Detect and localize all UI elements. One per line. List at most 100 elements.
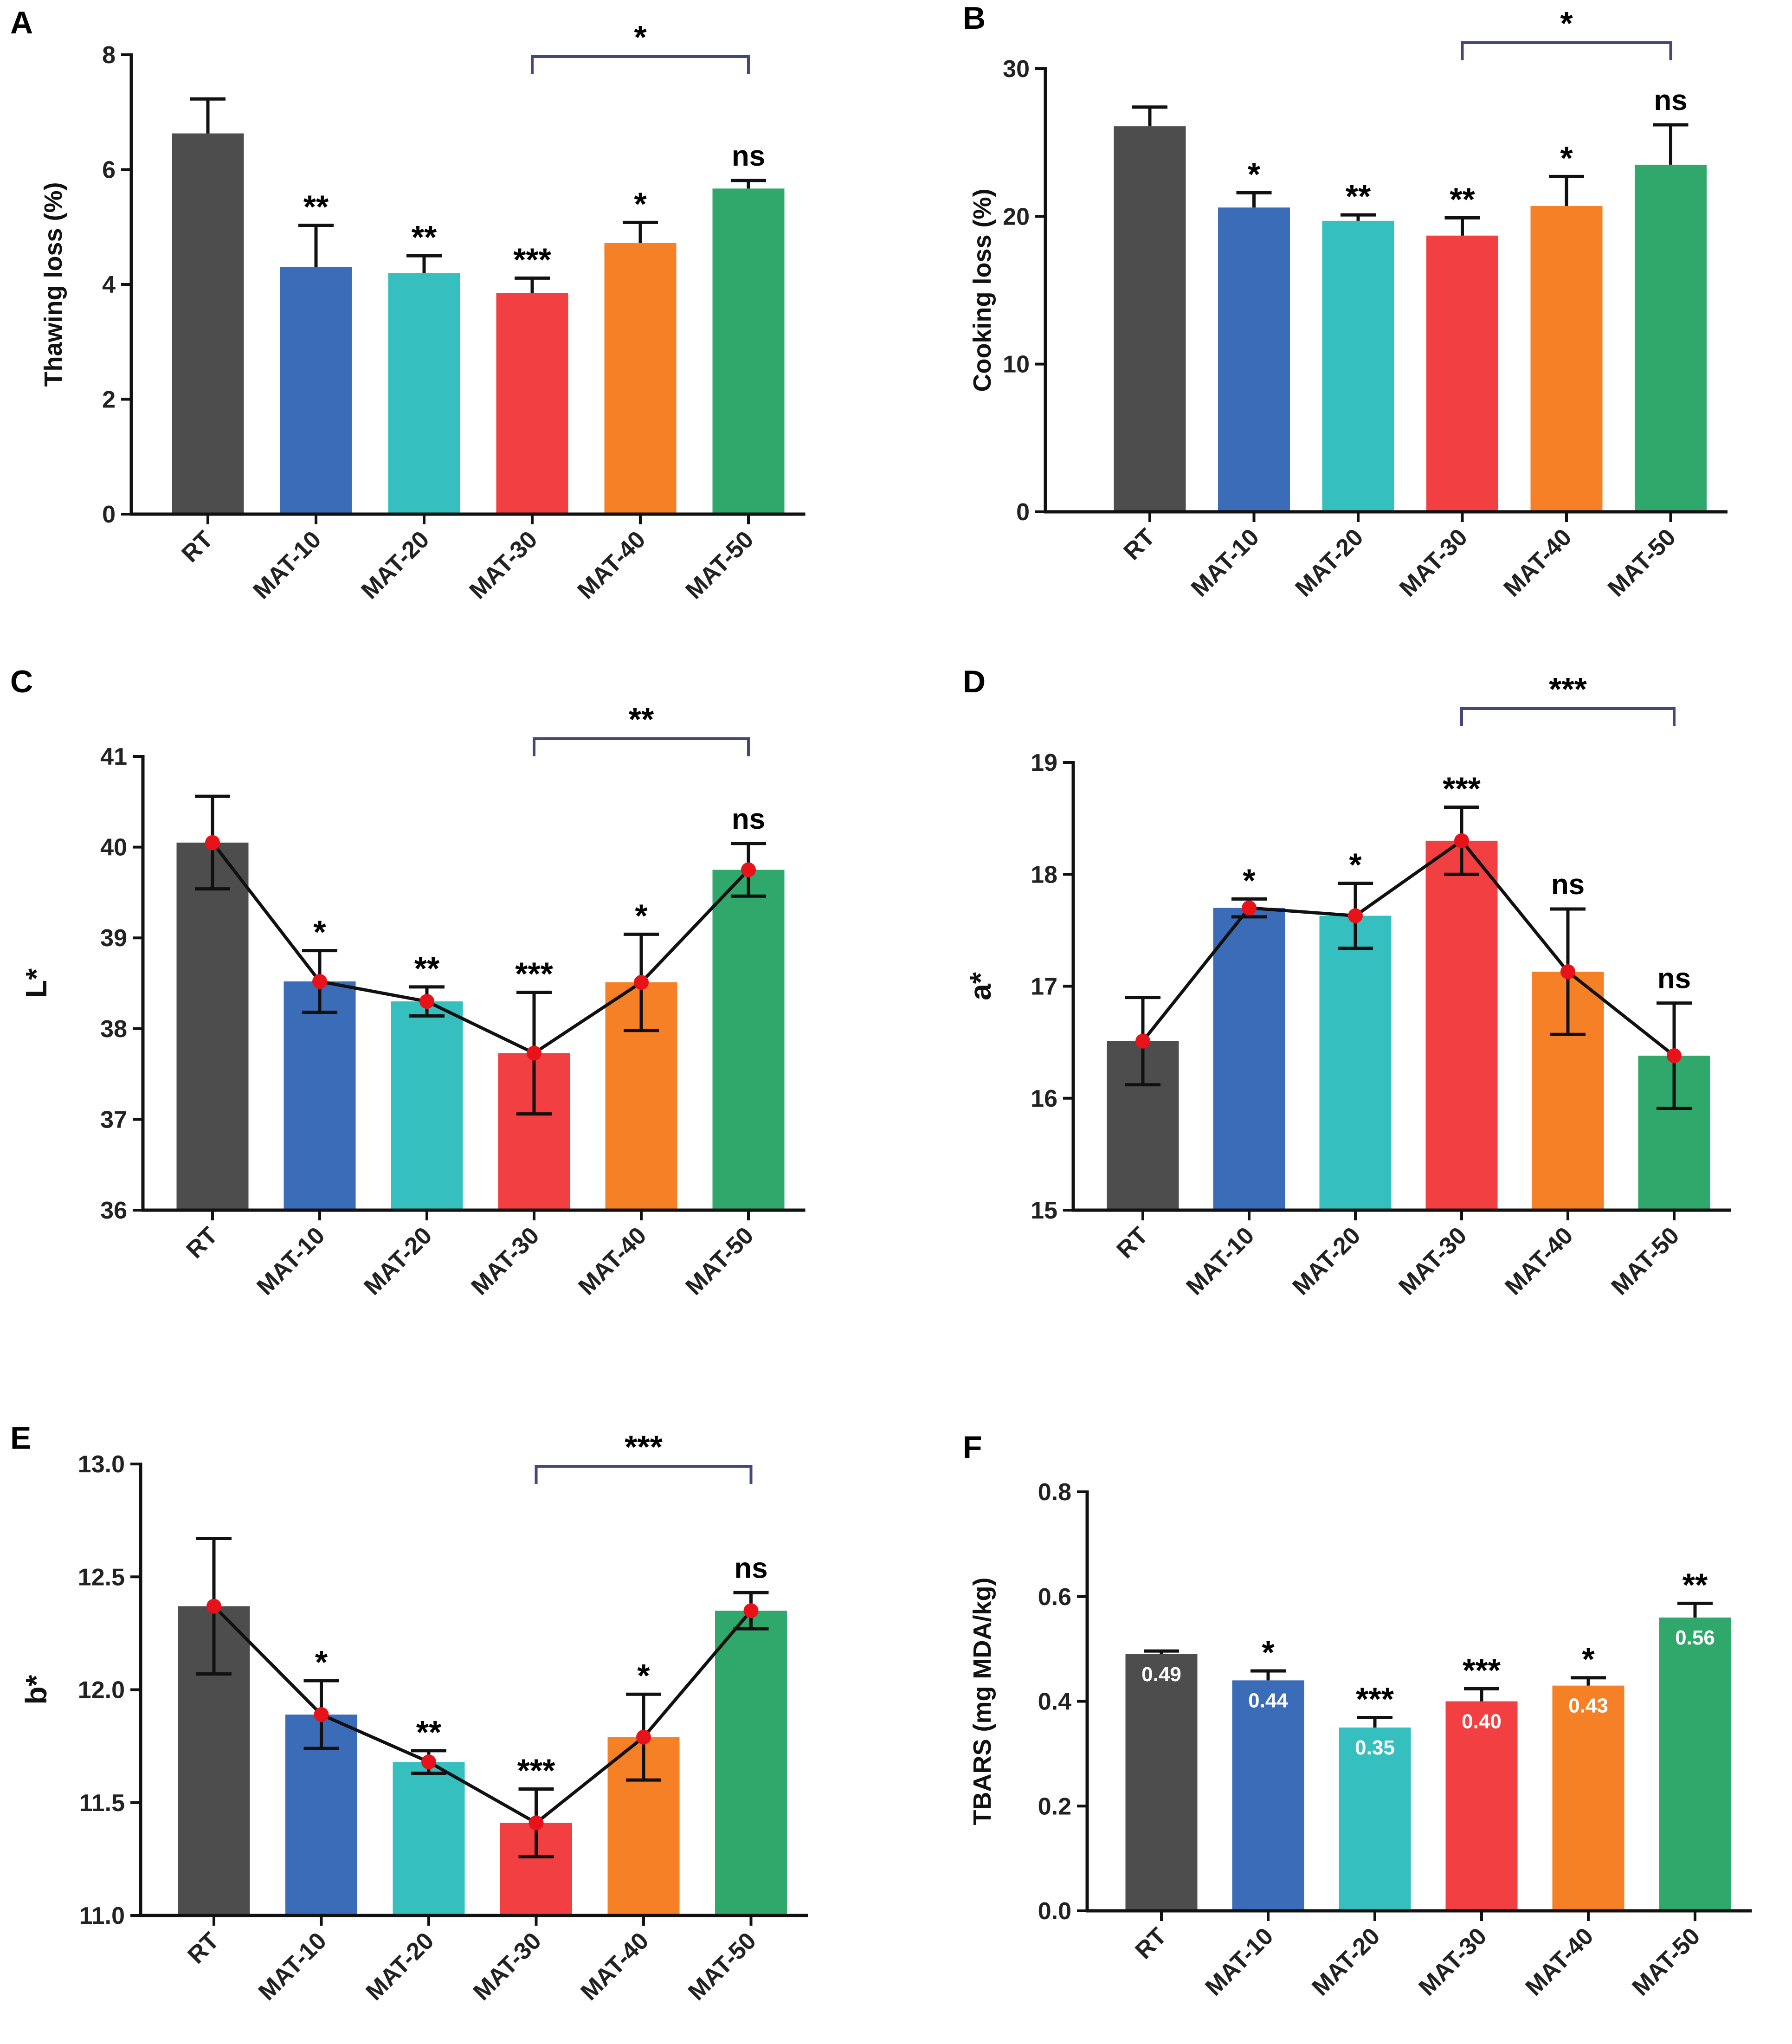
bar-value-label: 0.44	[1248, 1689, 1288, 1712]
y-tick-label: 38	[100, 1016, 127, 1043]
bar-mat-10	[284, 981, 356, 1210]
x-tick-label-mat-30: MAT-30	[1413, 1922, 1492, 2001]
bracket-significance-label: *	[1560, 5, 1573, 41]
data-point	[419, 994, 434, 1009]
bar-mat-20	[1339, 1727, 1411, 1911]
data-point	[206, 1599, 221, 1614]
x-tick-label-mat-20: MAT-20	[359, 1222, 437, 1300]
data-point	[636, 1729, 651, 1745]
data-point	[743, 1603, 759, 1618]
data-point	[312, 974, 327, 989]
panel-letter: A	[10, 5, 33, 40]
y-tick-label: 37	[100, 1106, 127, 1133]
x-tick-label-mat-20: MAT-20	[1307, 1922, 1385, 2001]
significance-label: ***	[517, 1753, 555, 1789]
x-tick-label-mat-50: MAT-50	[1627, 1922, 1705, 2001]
bracket-line	[1461, 41, 1672, 60]
y-axis-title: L*	[19, 968, 53, 998]
trend-line	[211, 841, 750, 1055]
error-bar	[731, 179, 766, 189]
error-bar	[1549, 174, 1584, 206]
y-tick-label: 11.0	[79, 1902, 125, 1929]
bar-rt	[176, 842, 249, 1210]
significance-label: ***	[515, 956, 553, 992]
y-tick-label: 19	[1031, 749, 1057, 776]
significance-label: *	[635, 897, 648, 934]
error-bar	[1132, 105, 1167, 127]
significance-label: *	[315, 1644, 328, 1680]
significance-label: *	[1349, 847, 1362, 883]
data-point	[741, 862, 756, 877]
bracket-significance-label: ***	[625, 1429, 663, 1465]
bar-mat-30	[1425, 840, 1498, 1210]
bar-mat-20	[1322, 220, 1394, 512]
bar-rt	[1114, 126, 1186, 512]
y-tick-label: 2	[102, 387, 116, 413]
bar-mat-20	[388, 273, 460, 514]
y-tick-label: 0.0	[1038, 1898, 1071, 1925]
x-tick-label-mat-50: MAT-50	[680, 1222, 759, 1300]
significance-label: *	[1243, 862, 1256, 898]
x-tick-label-mat-40: MAT-40	[572, 526, 651, 604]
bar-mat-30	[1445, 1701, 1518, 1911]
x-tick-label-mat-50: MAT-50	[680, 526, 759, 604]
data-point	[1454, 833, 1469, 848]
axes	[1044, 67, 1728, 514]
error-bar	[1357, 1715, 1392, 1728]
data-point	[205, 835, 220, 850]
significance-label: **	[416, 1714, 442, 1750]
y-tick-label: 36	[100, 1197, 127, 1224]
significance-label: *	[313, 914, 326, 950]
y-tick-label: 6	[102, 157, 116, 184]
y-tick-label: 39	[100, 925, 127, 952]
x-tick-label-mat-30: MAT-30	[466, 1222, 544, 1300]
y-tick-label: 13.0	[78, 1451, 125, 1478]
y-axis-title: TBARS (mg MDA/kg)	[968, 1578, 996, 1825]
significance-label: ns	[732, 140, 765, 172]
significance-label: *	[1248, 156, 1261, 192]
significance-label: *	[1560, 140, 1573, 176]
error-bar	[1144, 1649, 1179, 1654]
bracket-line	[533, 737, 750, 756]
data-point	[314, 1707, 329, 1722]
bar-mat-20	[393, 1762, 465, 1915]
bar-value-label: 0.35	[1355, 1736, 1395, 1759]
error-bar	[1251, 1669, 1286, 1681]
significance-label: **	[412, 219, 437, 255]
bracket-line	[531, 55, 750, 74]
error-bar	[298, 224, 334, 267]
x-tick-label-mat-20: MAT-20	[1287, 1222, 1366, 1300]
bar-mat-10	[280, 267, 352, 514]
y-tick-label: 41	[100, 743, 127, 770]
comparison-bracket	[1461, 41, 1672, 60]
trend-line	[213, 1605, 753, 1825]
bar-mat-30	[1426, 235, 1498, 512]
bar-mat-50	[715, 1611, 787, 1915]
x-tick-label-mat-20: MAT-20	[1290, 523, 1368, 602]
x-tick-label-mat-50: MAT-50	[1606, 1222, 1684, 1300]
bar-mat-40	[604, 243, 677, 514]
data-point	[529, 1815, 544, 1831]
bracket-significance-label: *	[634, 19, 647, 55]
error-bar	[1571, 1676, 1606, 1686]
y-tick-label: 18	[1031, 861, 1057, 888]
data-point	[1560, 964, 1575, 980]
y-tick-label: 30	[1003, 56, 1030, 83]
x-tick-label-rt: RT	[182, 1927, 224, 1969]
significance-label: **	[1450, 181, 1475, 218]
x-tick-label-mat-10: MAT-10	[1186, 523, 1264, 602]
error-bar	[515, 276, 550, 293]
y-axis-title: b*	[19, 1675, 53, 1704]
bar-mat-50	[712, 870, 785, 1210]
panel-letter: B	[963, 0, 986, 36]
significance-label: ***	[1463, 1652, 1501, 1688]
y-tick-label: 11.5	[79, 1790, 125, 1817]
error-bar	[1236, 191, 1272, 208]
bracket-significance-label: ***	[1549, 671, 1587, 707]
x-tick-label-mat-30: MAT-30	[468, 1927, 547, 2005]
significance-label: **	[1682, 1567, 1708, 1603]
comparison-bracket	[1460, 707, 1676, 726]
significance-label: *	[1262, 1634, 1275, 1670]
